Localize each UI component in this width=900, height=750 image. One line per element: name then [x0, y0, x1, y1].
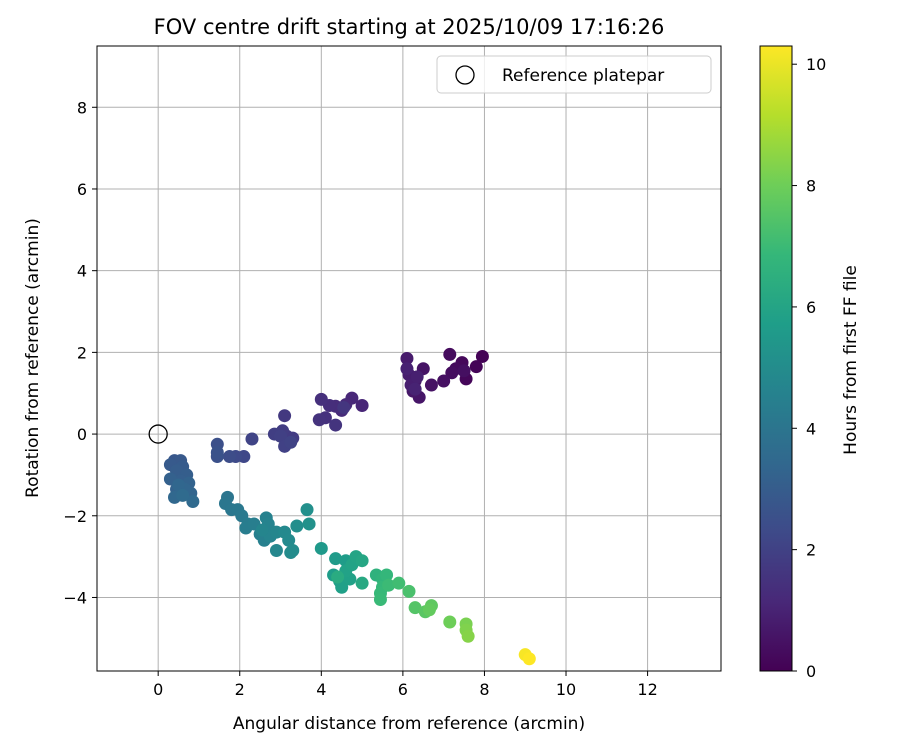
data-point [290, 519, 304, 533]
data-point [408, 601, 422, 615]
data-point [269, 543, 283, 557]
data-point [457, 364, 471, 378]
data-point [422, 603, 436, 617]
x-tick-label: 2 [235, 680, 245, 699]
data-point [282, 533, 296, 547]
data-point [274, 429, 288, 443]
data-point [380, 568, 394, 582]
data-point [373, 593, 387, 607]
colorbar-gradient [759, 45, 793, 672]
data-point [437, 374, 451, 388]
x-tick-label: 0 [153, 680, 163, 699]
x-tick-label: 12 [637, 680, 657, 699]
y-axis-label: Rotation from reference (arcmin) [23, 218, 43, 498]
colorbar: 0 2 4 6 8 10 Hours from first FF file [759, 45, 861, 681]
data-point [469, 360, 483, 374]
data-point [329, 552, 343, 566]
colorbar-ticks: 0 2 4 6 8 10 [792, 55, 826, 681]
y-tick-label: 0 [77, 425, 87, 444]
data-point [400, 362, 414, 376]
colorbar-tick-label: 6 [806, 298, 816, 317]
data-point [382, 578, 396, 592]
y-tick-label: 2 [77, 343, 87, 362]
data-point [522, 652, 536, 666]
data-point [329, 418, 343, 432]
data-point [355, 576, 369, 590]
data-point [331, 570, 345, 584]
y-tick-label: 4 [77, 262, 87, 281]
data-point [475, 349, 489, 363]
data-point [314, 392, 328, 406]
colorbar-tick-label: 10 [806, 55, 826, 74]
data-point [284, 435, 298, 449]
y-tick-label: 6 [77, 180, 87, 199]
data-point [355, 554, 369, 568]
data-point [245, 432, 259, 446]
colorbar-tick-label: 8 [806, 177, 816, 196]
x-tick-label: 4 [316, 680, 326, 699]
data-point [392, 576, 406, 590]
data-point [186, 494, 200, 508]
data-point [314, 541, 328, 555]
legend-entry-reference: Reference platepar [502, 66, 664, 86]
y-tick-label: −2 [63, 507, 87, 526]
data-point [461, 629, 475, 643]
data-point [172, 478, 186, 492]
data-point [424, 378, 438, 392]
data-point [312, 413, 326, 427]
legend: Reference platepar [436, 55, 712, 94]
data-point [410, 370, 424, 384]
data-point [443, 615, 457, 629]
data-point [337, 401, 351, 415]
colorbar-label: Hours from first FF file [841, 265, 861, 455]
data-point [408, 382, 422, 396]
data-point [210, 445, 224, 459]
data-point [355, 398, 369, 412]
y-tick-label: 8 [77, 98, 87, 117]
y-tick-label: −4 [63, 588, 87, 607]
data-point [223, 450, 237, 464]
data-point [255, 523, 269, 537]
legend-box [436, 55, 712, 94]
data-point [286, 543, 300, 557]
data-point [176, 488, 190, 502]
colorbar-tick-label: 2 [806, 541, 816, 560]
data-point [278, 409, 292, 423]
x-tick-label: 10 [556, 680, 576, 699]
colorbar-tick-label: 4 [806, 419, 816, 438]
data-point [400, 352, 414, 365]
plot-frame [96, 45, 722, 672]
data-points [148, 347, 536, 666]
x-tick-label: 8 [479, 680, 489, 699]
data-point [443, 347, 457, 361]
data-point [335, 580, 349, 594]
data-point [402, 584, 416, 598]
legend-marker-reference [455, 65, 475, 85]
data-point [300, 503, 314, 517]
x-tick-label: 6 [398, 680, 408, 699]
reference-platepar-marker [148, 424, 168, 444]
x-axis-label: Angular distance from reference (arcmin) [233, 714, 585, 734]
colorbar-tick-label: 0 [806, 662, 816, 681]
chart-title: FOV centre drift starting at 2025/10/09 … [154, 15, 665, 39]
axis-ticks: 0 2 4 6 8 10 12 −4 −2 0 2 4 6 8 [63, 98, 657, 699]
data-point [302, 517, 316, 531]
data-point [445, 366, 459, 380]
